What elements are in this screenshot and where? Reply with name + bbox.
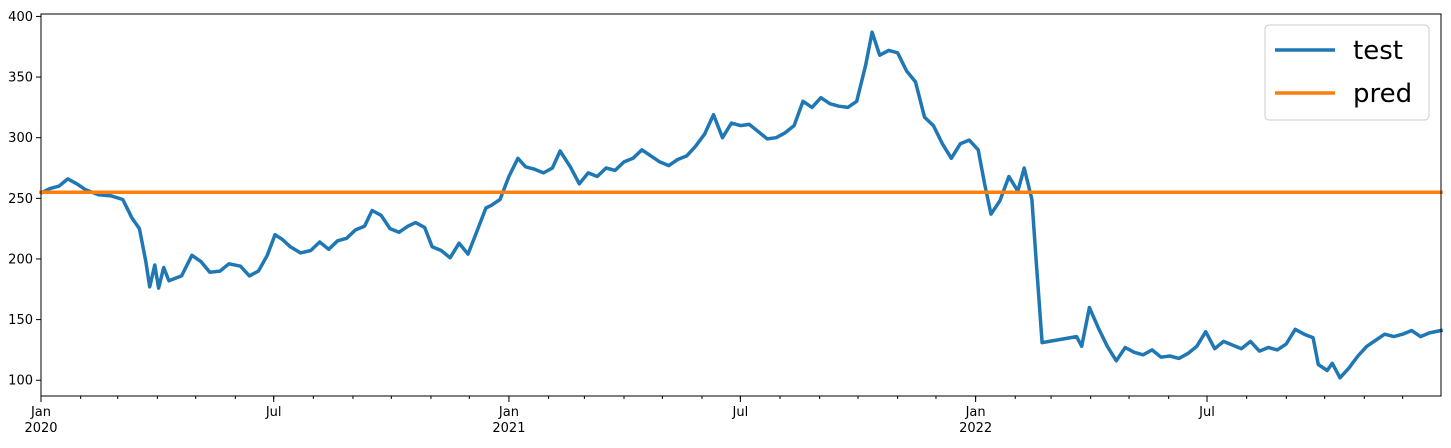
x-tick-label: Jul (265, 405, 282, 420)
x-tick-label: Jan (30, 405, 51, 420)
y-tick-label: 250 (8, 192, 33, 207)
plot-frame (40, 13, 1442, 397)
x-tick-year-label: 2021 (492, 421, 525, 436)
legend-label-test: test (1353, 36, 1403, 66)
y-tick-label: 300 (8, 131, 33, 146)
x-tick-label: Jan (498, 405, 519, 420)
y-tick-label: 400 (8, 10, 33, 25)
y-axis: 100 150 200 250 300 350 400 (8, 10, 41, 389)
x-tick-label: Jul (732, 405, 749, 420)
legend-label-pred: pred (1353, 79, 1412, 109)
x-tick-year-label: 2020 (24, 421, 57, 436)
x-tick-year-label: 2022 (959, 421, 992, 436)
series-layer (39, 30, 1444, 380)
y-tick-label: 200 (8, 252, 33, 267)
x-tick-label: Jan (965, 405, 986, 420)
y-tick-label: 100 (8, 374, 33, 389)
x-tick-label: Jul (1198, 405, 1215, 420)
plot-background (41, 14, 1441, 396)
y-tick-label: 350 (8, 71, 33, 86)
y-tick-label: 150 (8, 313, 33, 328)
series-line-test (39, 30, 1444, 380)
legend: test pred (1264, 24, 1430, 121)
